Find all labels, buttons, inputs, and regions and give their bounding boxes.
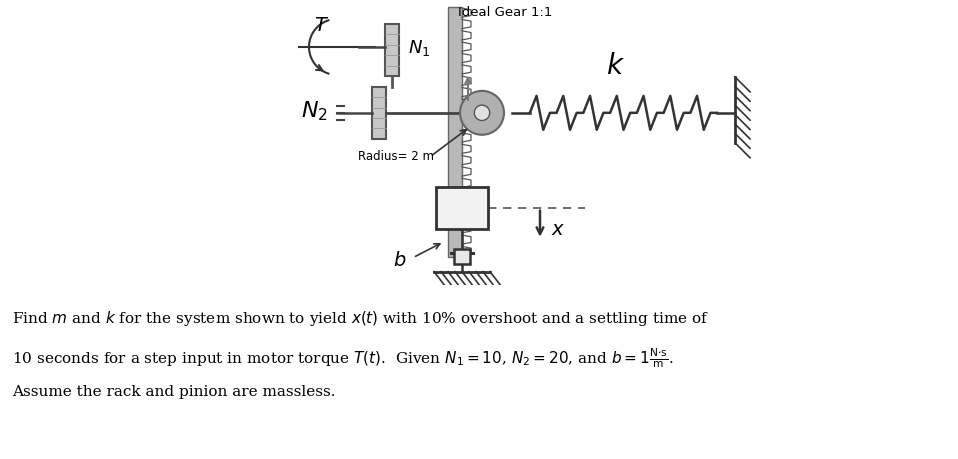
Text: $x$: $x$ [551,221,565,239]
Bar [436,187,488,229]
Text: 10 seconds for a step input in motor torque $T(t)$.  Given $N_1 = 10$, $N_2 = 20: 10 seconds for a step input in motor tor… [12,347,673,370]
Text: $T$: $T$ [314,17,330,35]
Text: Radius= 2 m: Radius= 2 m [358,150,434,163]
Circle shape [460,91,504,135]
Bar [448,7,462,257]
Bar [454,249,470,264]
Text: Ideal Gear 1:1: Ideal Gear 1:1 [458,6,552,19]
Circle shape [474,105,490,121]
Bar [372,87,386,139]
Text: $m$: $m$ [452,199,472,217]
Text: $k$: $k$ [605,53,625,80]
Bar [385,24,399,76]
Text: $N_2$: $N_2$ [301,99,328,123]
Text: $b$: $b$ [394,251,407,270]
Text: $N_1$: $N_1$ [408,38,430,58]
Text: Assume the rack and pinion are massless.: Assume the rack and pinion are massless. [12,385,335,399]
Text: Find $m$ and $k$ for the system shown to yield $x(t)$ with 10% overshoot and a s: Find $m$ and $k$ for the system shown to… [12,308,709,328]
